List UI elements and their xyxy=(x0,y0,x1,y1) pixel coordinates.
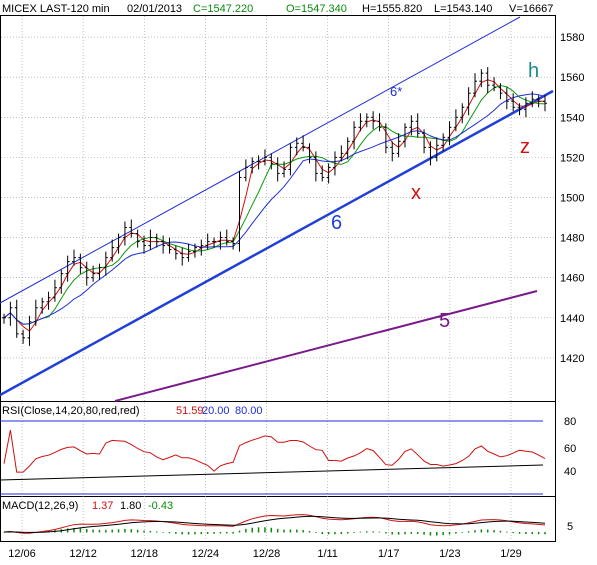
rsi-line xyxy=(3,430,546,473)
price-tick-label: 1500 xyxy=(560,192,584,204)
price-axis: 1580 1560 1540 1520 1500 1480 1460 1440 1420 xyxy=(560,32,584,365)
macd-signal-value: 1.80 xyxy=(120,500,141,512)
rsi-lower-value: 20.00 xyxy=(202,405,230,417)
rsi-panel-frame xyxy=(0,401,556,497)
header-symbol: MICEX LAST-120 min xyxy=(2,3,110,15)
header-close: C=1547.220 xyxy=(193,3,253,15)
time-tick-label: 12/12 xyxy=(69,548,97,560)
wave-label-5: 5 xyxy=(439,310,450,332)
rsi-value: 51.59 xyxy=(176,405,204,417)
time-axis: 12/06 12/12 12/18 12/24 12/28 1/11 1/17 1/23 1/2… xyxy=(8,548,521,560)
upper-channel-line xyxy=(0,16,521,304)
header-open: O=1547.340 xyxy=(286,3,347,15)
price-tick-label: 1580 xyxy=(560,32,584,44)
time-tick-label: 12/28 xyxy=(253,548,281,560)
rsi-label: RSI(Close,14,20,80,red,red) xyxy=(2,405,140,417)
moving-average-line xyxy=(3,93,546,325)
rsi-trendline xyxy=(0,464,544,481)
wave-label-x: x xyxy=(411,182,421,204)
time-tick-label: 1/29 xyxy=(500,548,521,560)
time-tick-label: 1/23 xyxy=(439,548,460,560)
rsi-upper-value: 80.00 xyxy=(235,405,263,417)
wave-5-trendline xyxy=(114,290,538,402)
rsi-tick-60: 60 xyxy=(564,443,576,455)
price-panel-frame xyxy=(0,15,556,402)
rsi-tick-80: 80 xyxy=(564,416,576,428)
macd-label: MACD(12,26,9) xyxy=(2,500,78,512)
header-volume: V=16667 xyxy=(509,3,553,15)
macd-histogram xyxy=(3,527,546,536)
price-tick-label: 1420 xyxy=(560,353,584,365)
price-tick-label: 1520 xyxy=(560,152,584,164)
wave-label-h: h xyxy=(528,60,539,82)
macd-value: 1.37 xyxy=(92,500,113,512)
wave-label-6-star: 6* xyxy=(390,84,402,99)
macd-signal-line xyxy=(3,515,546,533)
wave-label-6: 6 xyxy=(331,212,342,234)
macd-tick-5: 5 xyxy=(567,521,573,533)
time-tick-label: 12/18 xyxy=(130,548,158,560)
wave-label-z: z xyxy=(520,136,530,158)
time-tick-label: 1/17 xyxy=(378,548,399,560)
moving-averages xyxy=(3,79,546,332)
moving-average-line xyxy=(3,79,545,332)
price-tick-label: 1460 xyxy=(560,273,584,285)
price-tick-label: 1480 xyxy=(560,233,584,245)
time-tick-label: 12/24 xyxy=(192,548,220,560)
price-tick-label: 1560 xyxy=(560,72,584,84)
price-tick-label: 1540 xyxy=(560,112,584,124)
header-high: H=1555.820 xyxy=(362,3,422,15)
macd-line xyxy=(3,514,546,534)
macd-hist-value: -0.43 xyxy=(148,500,173,512)
rsi-tick-40: 40 xyxy=(564,466,576,478)
price-bars xyxy=(2,67,547,346)
price-tick-label: 1440 xyxy=(560,313,584,325)
time-tick-label: 1/11 xyxy=(317,548,338,560)
header-date: 02/01/2013 xyxy=(127,3,182,15)
header-low: L=1543.140 xyxy=(434,3,492,15)
wave-6-trendline xyxy=(0,89,554,397)
moving-average-line xyxy=(3,84,546,325)
time-tick-label: 12/06 xyxy=(8,548,36,560)
